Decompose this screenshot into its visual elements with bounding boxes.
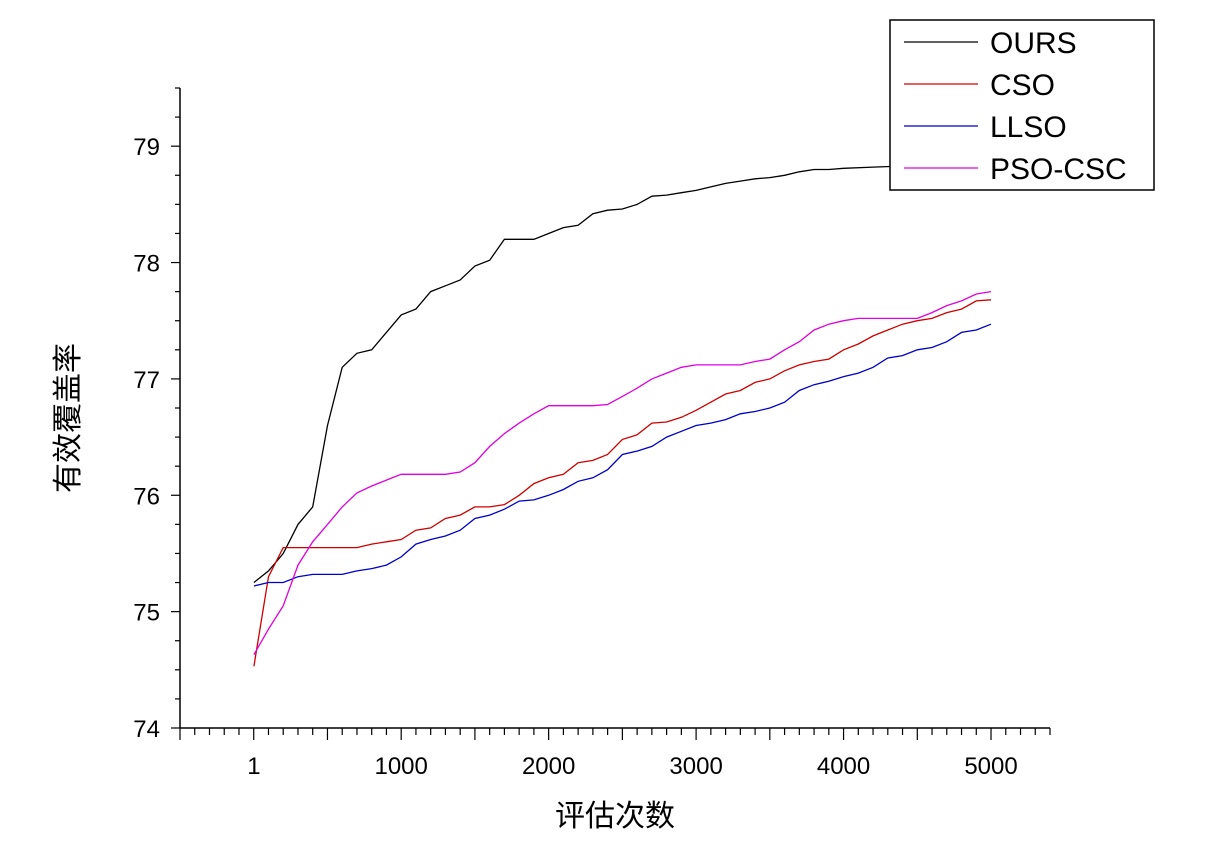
y-tick-label: 79 <box>133 134 160 161</box>
x-tick-label: 1 <box>247 753 260 780</box>
x-tick-label: 5000 <box>964 753 1017 780</box>
series-line-cso <box>253 299 992 667</box>
legend: OURS CSO LLSO PSO-CSC <box>889 19 1155 191</box>
y-tick-label: 78 <box>133 251 160 278</box>
y-tick-label: 76 <box>133 483 160 510</box>
legend-label: CSO <box>990 69 1055 102</box>
x-tick-label: 1000 <box>374 753 427 780</box>
x-axis-title: 评估次数 <box>555 799 675 834</box>
y-tick-label: 77 <box>133 367 160 394</box>
series-line-ours <box>253 165 903 584</box>
legend-label: OURS <box>990 27 1077 60</box>
y-tick-label: 74 <box>133 716 160 743</box>
y-axis-title: 有效覆盖率 <box>51 343 86 493</box>
series-layer <box>253 165 992 667</box>
x-tick-label: 4000 <box>817 753 870 780</box>
series-line-pso-csc <box>253 290 992 656</box>
legend-label: LLSO <box>990 111 1067 144</box>
legend-box <box>889 19 1155 191</box>
x-tick-label: 2000 <box>522 753 575 780</box>
x-tick-label: 3000 <box>669 753 722 780</box>
y-tick-label: 75 <box>133 600 160 627</box>
legend-label: PSO-CSC <box>990 153 1127 186</box>
series-line-llso <box>253 323 992 587</box>
axes: 74 75 76 77 78 79 1 1000 2000 3000 4000 5000 <box>133 87 1051 780</box>
